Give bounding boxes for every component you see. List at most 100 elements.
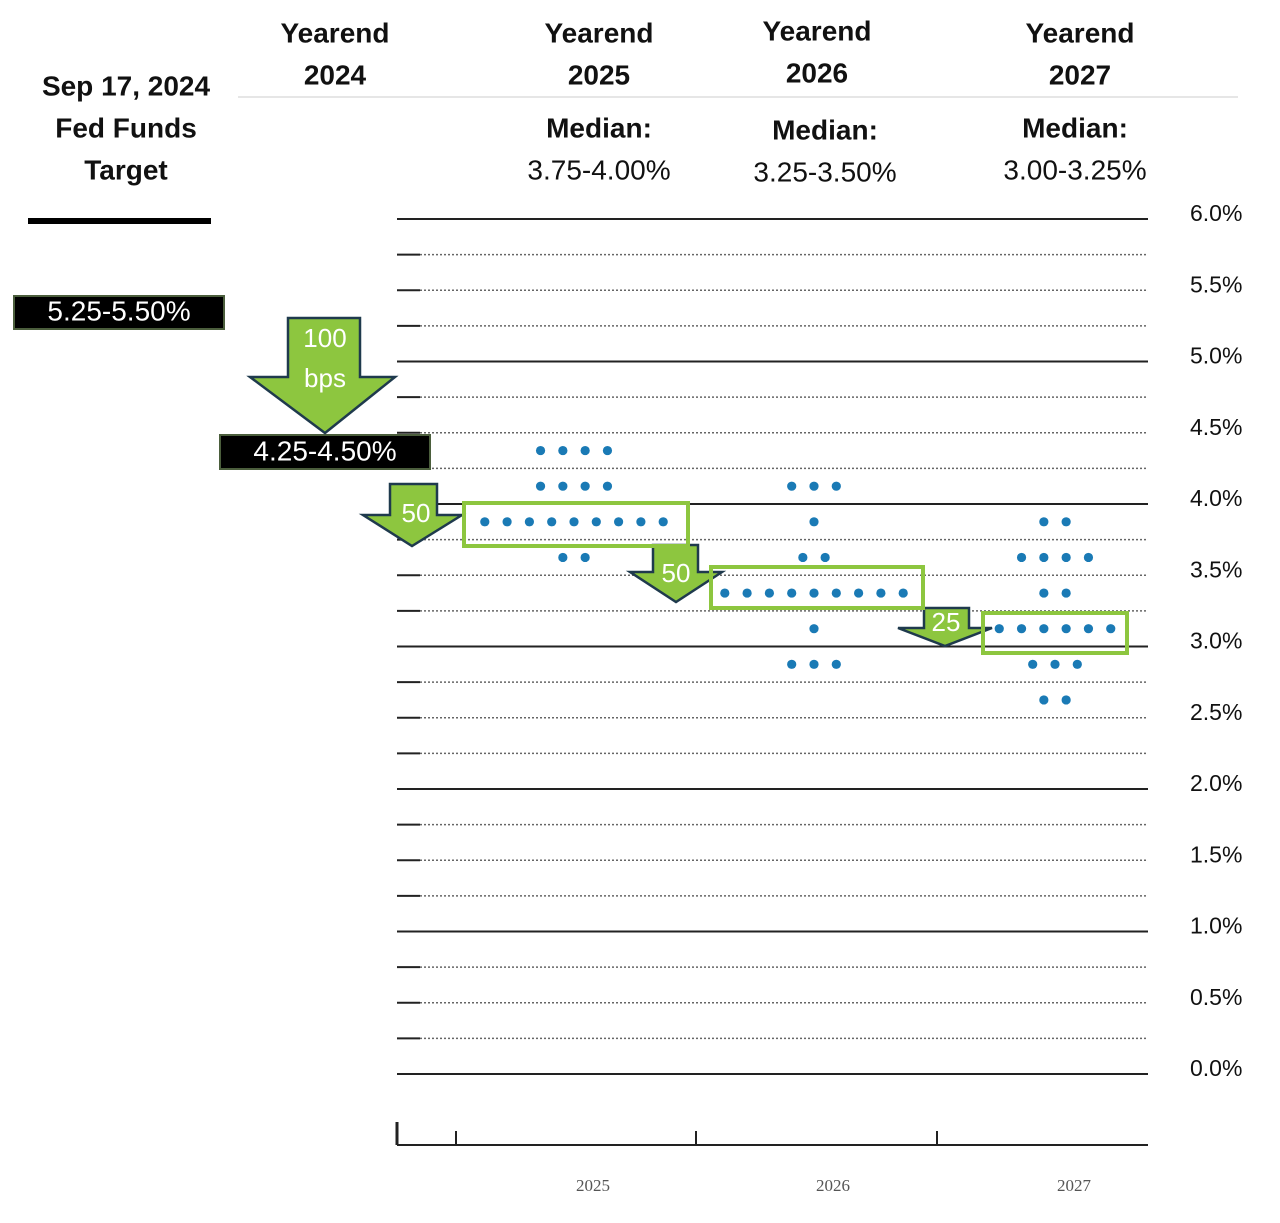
dot <box>580 481 590 491</box>
dot <box>580 552 590 563</box>
dot <box>1016 552 1027 563</box>
y-tick-label: 0.0% <box>1190 1055 1242 1081</box>
rate-box-label: 5.25-5.50% <box>47 295 190 326</box>
dot <box>876 588 886 598</box>
dot <box>720 588 730 598</box>
dot <box>798 552 808 563</box>
dot <box>809 659 819 669</box>
column-heading: 2024 <box>304 59 367 90</box>
median-box <box>709 565 925 610</box>
dot <box>809 481 819 491</box>
dot <box>558 445 568 456</box>
dot <box>614 517 624 527</box>
median-box <box>462 501 690 548</box>
dot <box>1028 659 1038 669</box>
median-label: Median: <box>772 114 878 145</box>
cut-label: 25 <box>932 607 961 637</box>
y-tick-label: 0.5% <box>1190 984 1242 1010</box>
dot <box>787 588 797 598</box>
y-tick-label: 3.5% <box>1190 556 1242 582</box>
dot <box>742 588 752 598</box>
column-heading: Yearend <box>545 17 654 48</box>
dot <box>524 517 535 527</box>
dot <box>636 517 646 527</box>
median-label: Median: <box>546 112 652 143</box>
x-tick-label: 2025 <box>576 1176 610 1195</box>
title-line: Target <box>84 154 168 185</box>
dot <box>580 445 590 456</box>
dot <box>809 588 819 598</box>
dot <box>1106 624 1116 634</box>
y-tick-label: 2.0% <box>1190 770 1242 796</box>
rate-box-label: 4.25-4.50% <box>253 435 396 466</box>
y-tick-label: 6.0% <box>1190 200 1242 226</box>
dot <box>809 624 819 634</box>
column-heading: 2025 <box>568 59 630 90</box>
x-tick-label: 2027 <box>1057 1176 1092 1195</box>
dot <box>809 517 819 527</box>
cut-arrow <box>246 316 399 435</box>
dot <box>831 659 841 669</box>
cut-label: 50 <box>402 498 431 528</box>
median-value: 3.00-3.25% <box>1003 154 1146 185</box>
dot <box>591 517 601 527</box>
dot <box>535 481 546 491</box>
y-tick-label: 5.5% <box>1190 271 1242 297</box>
dot <box>1039 624 1049 634</box>
column-heading: Yearend <box>1026 17 1135 48</box>
dot <box>1061 517 1071 527</box>
cut-label: 50 <box>662 558 691 588</box>
dot <box>1050 659 1060 669</box>
dots <box>480 445 1116 705</box>
y-tick-label: 1.5% <box>1190 841 1242 867</box>
title-line: Fed Funds <box>55 112 197 143</box>
y-tick-label: 4.0% <box>1190 485 1242 511</box>
dot <box>480 517 490 527</box>
dot <box>831 481 841 491</box>
column-heading: Yearend <box>763 15 872 46</box>
y-tick-label: 3.0% <box>1190 628 1242 654</box>
dot <box>1061 624 1071 634</box>
median-box <box>981 611 1129 655</box>
dot <box>831 588 841 598</box>
title-underline <box>28 218 211 224</box>
dot <box>547 517 557 527</box>
dot <box>602 445 613 456</box>
dot <box>1039 552 1049 563</box>
dot <box>1039 695 1049 705</box>
dot <box>787 659 797 669</box>
header: Sep 17, 2024 Fed Funds Target Yearend 20… <box>28 15 1238 224</box>
dot <box>1061 695 1071 705</box>
cut-label: 100 <box>303 323 346 353</box>
y-tick-label: 2.5% <box>1190 699 1242 725</box>
dot <box>658 517 668 527</box>
dot <box>1016 624 1027 634</box>
column-heading: 2027 <box>1049 59 1111 90</box>
column-heading: 2026 <box>786 57 848 88</box>
rate-box <box>13 295 225 330</box>
dot <box>820 552 830 563</box>
dot <box>1061 588 1071 598</box>
dot <box>1072 659 1082 669</box>
x-tick-label: 2026 <box>816 1176 850 1195</box>
y-tick-label: 5.0% <box>1190 343 1242 369</box>
dot <box>854 588 864 598</box>
dot <box>558 481 568 491</box>
column-heading: Yearend <box>281 17 390 48</box>
x-axis: 2025 2026 2027 <box>395 1122 1148 1195</box>
dot <box>558 552 568 563</box>
cut-arrow <box>897 606 993 648</box>
dot <box>994 624 1004 634</box>
dot <box>569 517 579 527</box>
rate-box <box>219 434 431 470</box>
median-label: Median: <box>1022 112 1128 143</box>
dot <box>787 481 797 491</box>
dot <box>898 588 908 598</box>
y-tick-label: 4.5% <box>1190 414 1242 440</box>
dot <box>1083 624 1094 634</box>
dot <box>1039 588 1049 598</box>
dot <box>1061 552 1071 563</box>
cut-arrow <box>358 482 467 548</box>
y-tick-label: 1.0% <box>1190 913 1242 939</box>
